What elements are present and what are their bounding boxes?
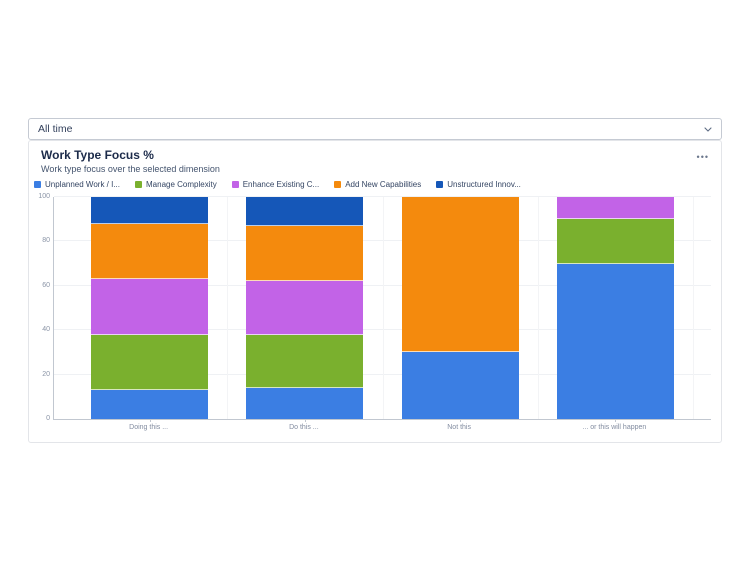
legend-item-4[interactable]: Unstructured Innov...	[436, 180, 521, 189]
bar-segment[interactable]	[401, 352, 519, 419]
legend-item-2[interactable]: Enhance Existing C...	[231, 179, 320, 189]
bar-segment[interactable]	[246, 197, 364, 226]
legend-swatch-icon	[135, 180, 142, 188]
bar-segment[interactable]	[401, 197, 519, 353]
card-title: Work Type Focus %	[41, 148, 154, 162]
bar-segment[interactable]	[91, 223, 209, 280]
y-axis-tick-label: 80	[42, 237, 50, 245]
gridline-vertical	[382, 197, 384, 419]
x-axis-label: Do this ...	[289, 424, 319, 431]
bar-segment[interactable]	[91, 334, 209, 391]
legend-item-1[interactable]: Manage Complexity	[135, 180, 217, 189]
legend-item-3[interactable]: Add New Capabilities	[334, 180, 421, 189]
plot-area: 0 20 40 60 80 100	[38, 193, 711, 422]
bar-segment[interactable]	[246, 387, 364, 419]
x-axis-tick	[304, 419, 306, 422]
work-type-focus-card: Work Type Focus % Work type focus over t…	[28, 140, 722, 443]
stacked-bar-1[interactable]	[246, 197, 364, 419]
gridline-vertical	[537, 197, 539, 419]
stacked-bar-chart: 0 20 40 60 80 100 Doing this ... Do this ... No…	[38, 193, 711, 434]
stacked-bar-2[interactable]	[401, 197, 519, 419]
x-axis-tick	[460, 419, 462, 422]
legend-label: Unstructured Innov...	[447, 179, 521, 189]
legend-label: Enhance Existing C...	[242, 179, 320, 189]
gridline-vertical	[227, 197, 229, 419]
x-axis-label: ... or this will happen	[582, 424, 647, 431]
x-axis-label: Not this	[447, 424, 471, 431]
card-subtitle: Work type focus over the selected dimens…	[41, 164, 220, 174]
time-range-select[interactable]: All time	[28, 118, 722, 140]
legend-label: Add New Capabilities	[345, 179, 422, 189]
legend-swatch-icon	[436, 180, 444, 188]
bar-segment[interactable]	[91, 390, 209, 419]
bar-segment[interactable]	[91, 279, 209, 335]
dashboard-page: All time Work Type Focus % Work type foc…	[28, 118, 722, 443]
y-axis-tick-label: 60	[42, 281, 50, 289]
x-axis-tick	[615, 419, 617, 422]
legend-label: Unplanned Work / I...	[45, 179, 120, 189]
y-axis-tick-label: 20	[42, 370, 50, 378]
legend-swatch-icon	[34, 180, 41, 188]
card-header: Work Type Focus % Work type focus over t…	[29, 141, 721, 175]
bar-segment[interactable]	[246, 225, 364, 282]
more-options-button[interactable]: •••	[696, 152, 709, 162]
stacked-bar-0[interactable]	[91, 197, 209, 419]
legend-item-0[interactable]: Unplanned Work / I...	[34, 180, 120, 189]
chevron-down-icon	[704, 126, 712, 132]
bar-segment[interactable]	[556, 197, 674, 220]
bar-segment[interactable]	[91, 197, 209, 224]
bar-segment[interactable]	[246, 281, 364, 335]
gridline-vertical	[693, 197, 694, 419]
stacked-bar-3[interactable]	[556, 197, 674, 419]
x-axis-labels: Doing this ... Do this ... Not this ... or …	[53, 420, 711, 434]
gridline-horizontal	[54, 196, 711, 197]
bar-segment[interactable]	[556, 219, 674, 264]
legend-label: Manage Complexity	[146, 179, 217, 189]
x-axis-label: Doing this ...	[129, 424, 169, 431]
chart-legend: Unplanned Work / I... Manage Complexity En…	[29, 174, 721, 189]
bar-segment[interactable]	[246, 334, 364, 388]
legend-swatch-icon	[334, 180, 342, 188]
y-axis-tick-label: 40	[42, 326, 50, 334]
x-axis-tick	[149, 419, 151, 422]
card-header-text: Work Type Focus % Work type focus over t…	[41, 148, 220, 175]
legend-swatch-icon	[231, 180, 239, 188]
bar-segment[interactable]	[556, 263, 674, 419]
y-axis-tick-label: 100	[38, 193, 50, 200]
y-axis-tick-label: 0	[46, 415, 50, 422]
time-range-value: All time	[38, 123, 73, 135]
